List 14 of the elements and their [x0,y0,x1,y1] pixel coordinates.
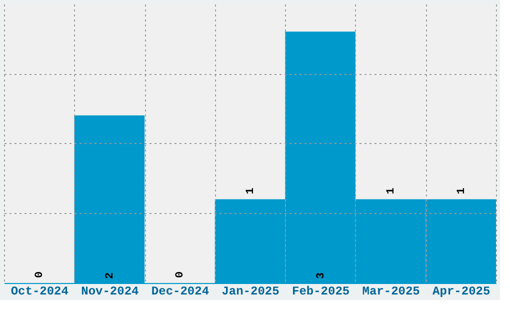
x-tick-label: Jan-2025 [222,284,280,298]
data-label: 1 [386,187,398,194]
data-label: 2 [104,272,116,279]
x-tick-label: Dec-2024 [151,284,210,298]
data-label: 0 [34,271,46,278]
x-tick-label: Apr-2025 [432,284,490,298]
data-label: 1 [456,187,468,194]
x-tick-label: Nov-2024 [81,284,139,298]
x-tick-label: Oct-2024 [10,284,68,298]
x-tick-label: Feb-2025 [292,284,350,298]
data-label: 3 [315,272,328,279]
data-label: 0 [174,271,187,278]
x-tick-label: Mar-2025 [362,284,420,298]
data-label: 1 [245,187,257,194]
